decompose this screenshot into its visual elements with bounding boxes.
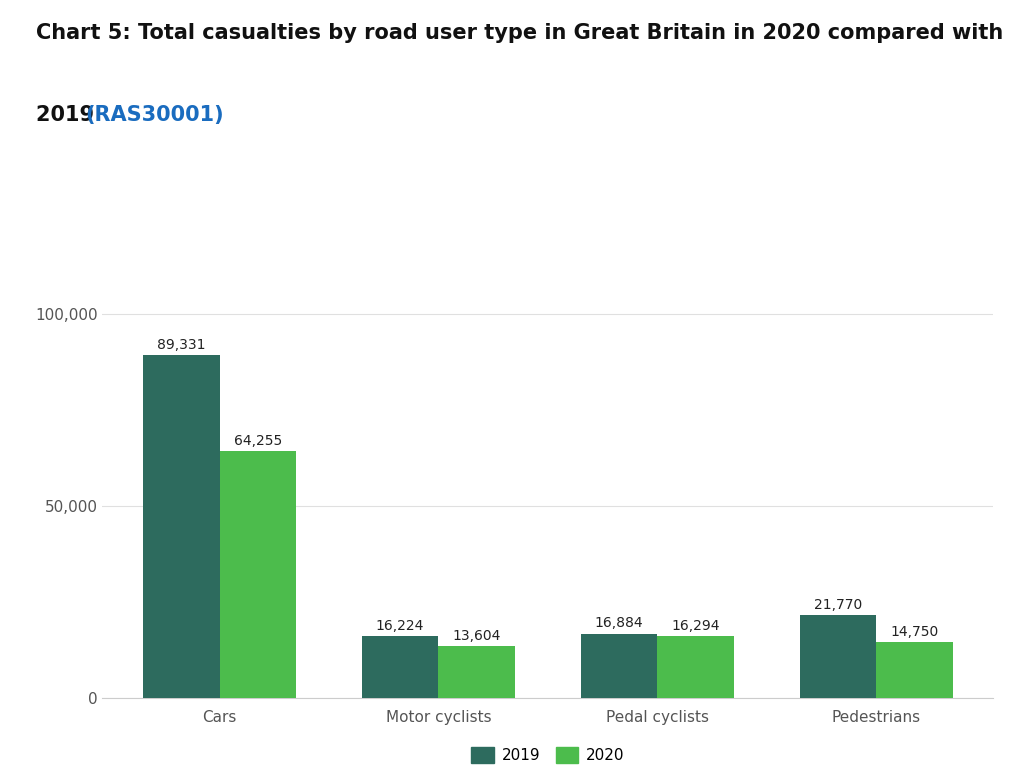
Text: 16,224: 16,224 [376,619,424,633]
Text: (RAS30001): (RAS30001) [85,105,223,125]
Text: 16,884: 16,884 [595,616,643,630]
Text: 21,770: 21,770 [814,598,862,611]
Legend: 2019, 2020: 2019, 2020 [471,747,625,764]
Bar [361,636,438,698]
Text: 2019: 2019 [36,105,101,125]
Text: 13,604: 13,604 [453,629,501,643]
Text: 14,750: 14,750 [890,625,939,639]
Text: 16,294: 16,294 [672,618,720,632]
Bar [438,646,515,698]
Text: 89,331: 89,331 [157,338,206,352]
Text: 64,255: 64,255 [233,435,282,449]
Bar [877,642,952,698]
Bar [219,452,296,698]
Bar [581,633,657,698]
Bar [800,615,877,698]
Bar [657,636,734,698]
Bar [143,355,219,698]
Text: Chart 5: Total casualties by road user type in Great Britain in 2020 compared wi: Chart 5: Total casualties by road user t… [36,23,1004,43]
